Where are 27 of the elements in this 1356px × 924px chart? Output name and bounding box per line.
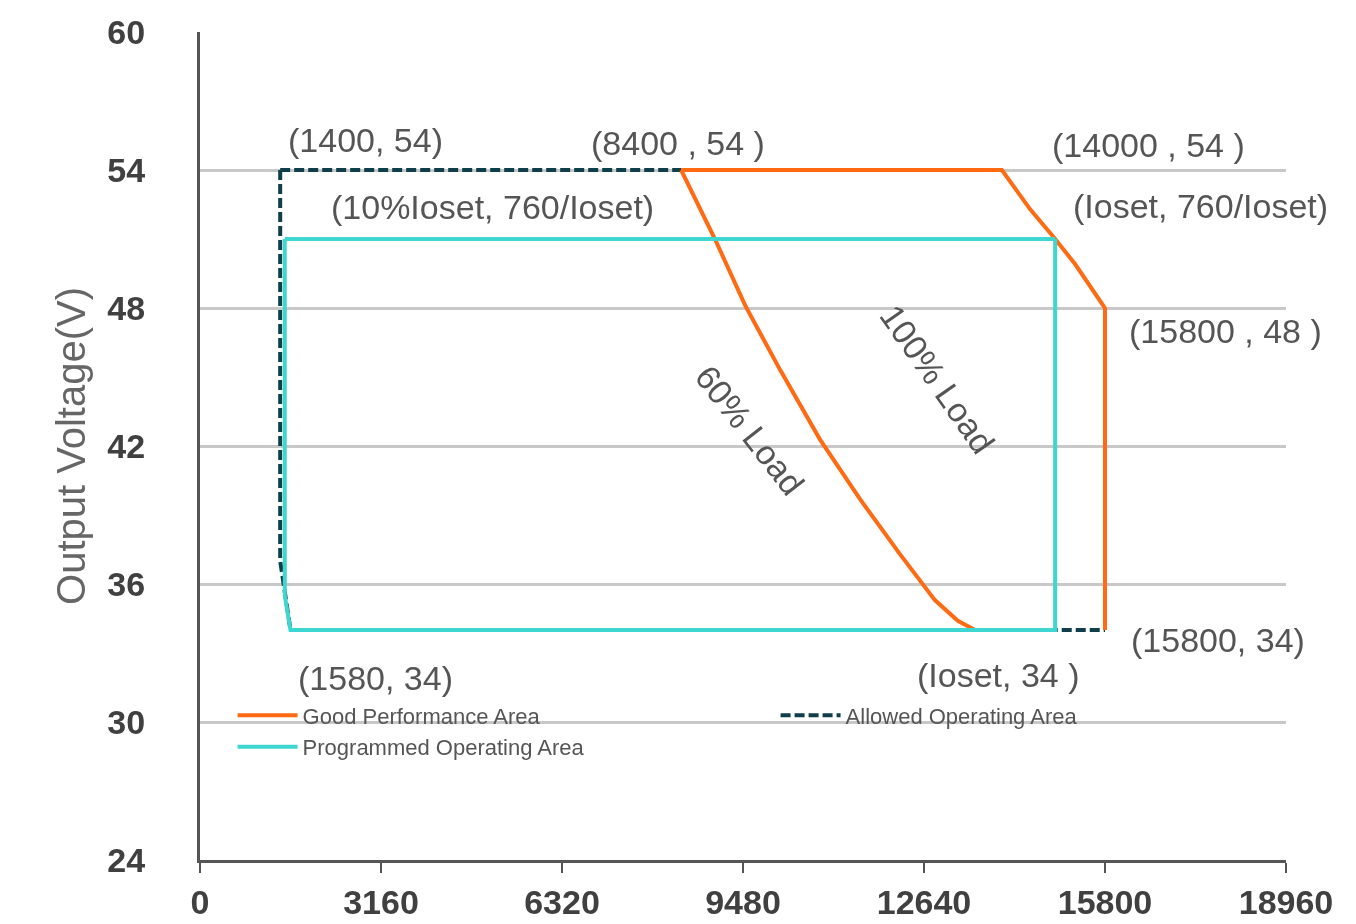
annotation: (1400, 54) xyxy=(288,121,443,159)
x-tick-label: 6320 xyxy=(524,882,600,921)
annotation: (Ioset, 760/Ioset) xyxy=(1073,187,1329,225)
y-tick-label: 24 xyxy=(107,840,146,879)
legend-label: Good Performance Area xyxy=(302,703,541,729)
x-tick-label: 12640 xyxy=(876,882,972,921)
x-tick-label: 0 xyxy=(190,882,210,921)
y-tick-label: 54 xyxy=(107,150,146,189)
x-tick-label: 15800 xyxy=(1057,882,1153,921)
legend-label: Allowed Operating Area xyxy=(845,703,1078,729)
y-tick-label: 30 xyxy=(107,702,146,741)
y-tick-label: 48 xyxy=(107,288,146,327)
legend-label: Programmed Operating Area xyxy=(302,735,585,761)
annotation: (15800, 34) xyxy=(1131,621,1305,659)
x-tick-label: 18960 xyxy=(1238,882,1334,921)
x-tick-label: 3160 xyxy=(343,882,419,921)
y-tick-label: 36 xyxy=(107,564,146,603)
x-tick-label: 9480 xyxy=(705,882,781,921)
annotation: (15800 , 48 ) xyxy=(1129,312,1322,350)
y-tick-label: 42 xyxy=(107,426,146,465)
y-axis-title: Output Voltage(V) xyxy=(48,287,93,605)
annotation: (14000 , 54 ) xyxy=(1052,126,1245,164)
annotation: (10%Ioset, 760/Ioset) xyxy=(331,188,655,226)
annotation: (1580, 34) xyxy=(298,659,453,697)
y-tick-label: 60 xyxy=(107,12,146,51)
annotation: (8400 , 54 ) xyxy=(591,124,765,162)
annotation: (Ioset, 34 ) xyxy=(917,656,1080,694)
